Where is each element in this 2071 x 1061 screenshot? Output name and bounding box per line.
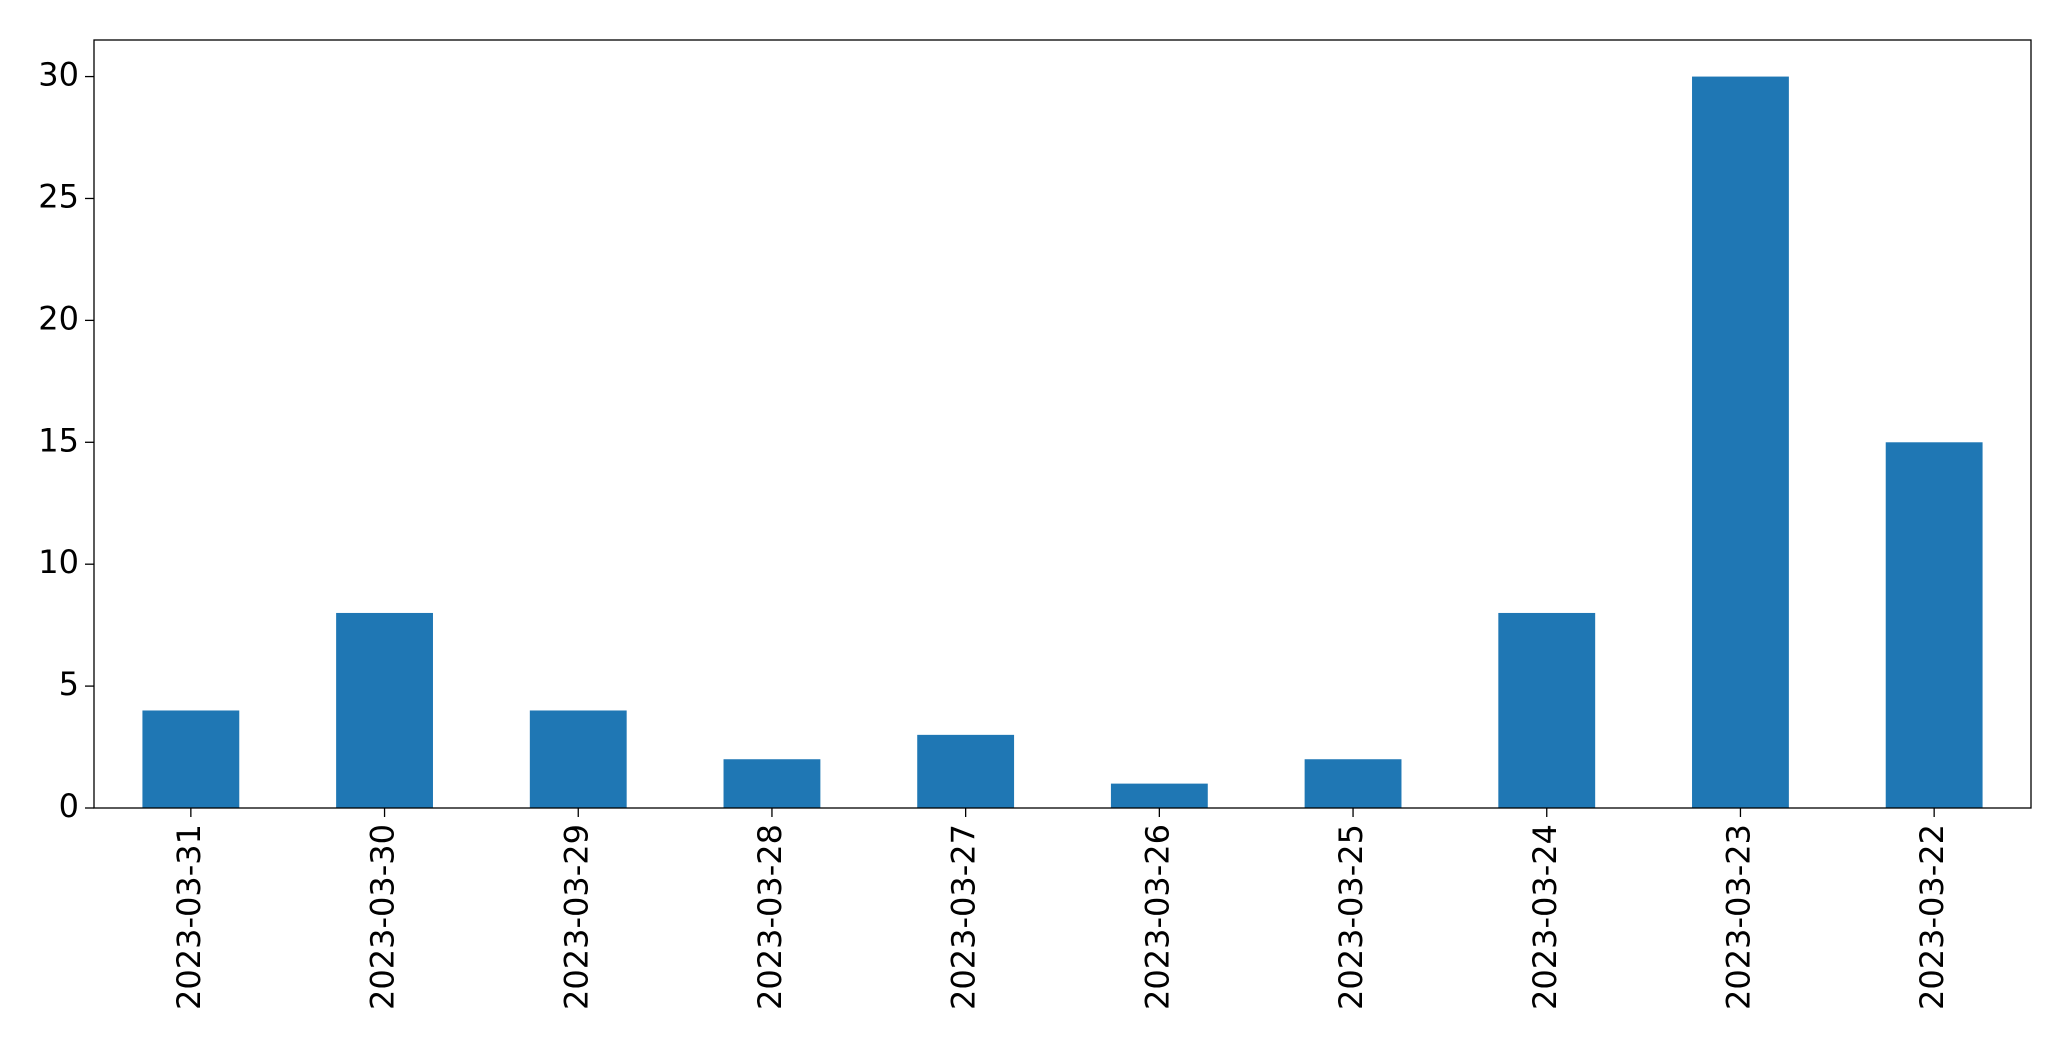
y-tick-label: 25 [38, 177, 79, 215]
bar [1304, 759, 1402, 808]
bar [1885, 442, 1983, 808]
y-tick-label: 20 [38, 299, 79, 337]
x-tick-label: 2023-03-22 [1913, 824, 1951, 1010]
bar [336, 612, 433, 808]
x-tick-label: 2023-03-25 [1332, 824, 1370, 1010]
x-tick-label: 2023-03-31 [170, 824, 208, 1010]
bar [917, 734, 1015, 808]
x-tick-label: 2023-03-24 [1526, 824, 1564, 1010]
x-tick-label: 2023-03-23 [1719, 824, 1757, 1010]
x-tick-label: 2023-03-28 [751, 824, 789, 1010]
x-tick-label: 2023-03-29 [557, 824, 595, 1010]
bar [1692, 76, 1789, 809]
y-tick-label: 0 [59, 787, 79, 825]
y-tick-label: 15 [38, 421, 79, 459]
bar [142, 710, 240, 808]
y-tick-label: 5 [59, 665, 79, 703]
plot-frame [93, 39, 2032, 809]
x-tick-label: 2023-03-26 [1138, 824, 1176, 1010]
bar [529, 710, 627, 808]
bar [1110, 783, 1208, 808]
y-tick-label: 10 [38, 543, 79, 581]
bar [723, 759, 821, 808]
y-tick-label: 30 [38, 56, 79, 94]
x-tick-label: 2023-03-30 [364, 824, 402, 1010]
bar [1498, 612, 1596, 808]
x-tick-label: 2023-03-27 [945, 824, 983, 1010]
